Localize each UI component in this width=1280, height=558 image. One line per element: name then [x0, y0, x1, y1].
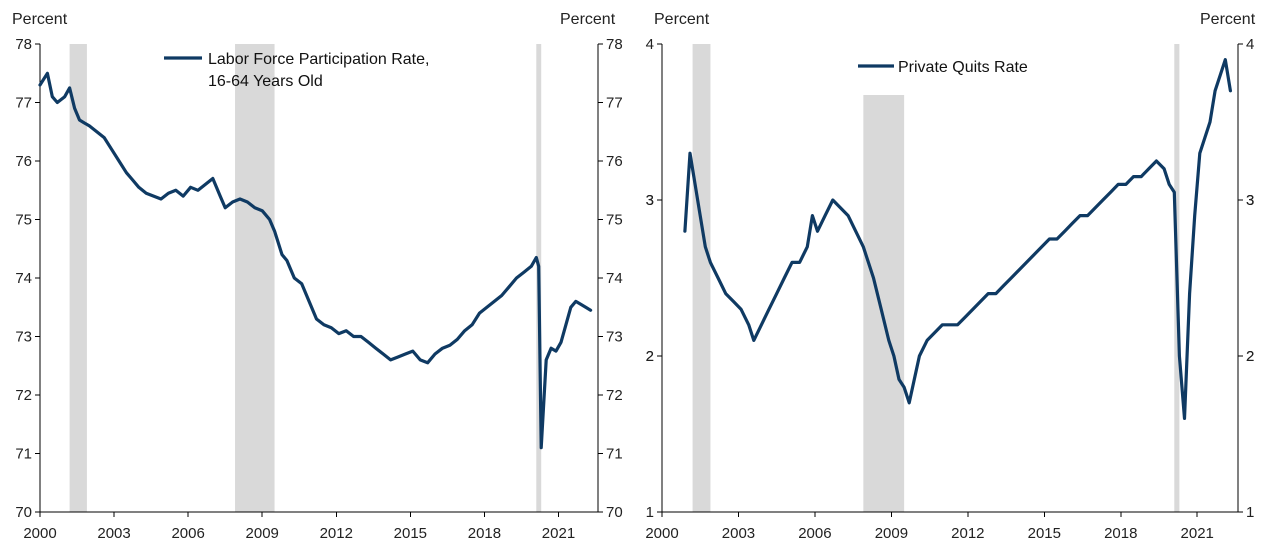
y-tick-label-right: 76 — [606, 153, 623, 170]
y-tick-label-right: 71 — [606, 446, 623, 463]
y-tick-label-left: 4 — [646, 36, 654, 53]
y-tick-label-right: 2 — [1246, 348, 1254, 365]
x-tick-label: 2006 — [798, 525, 831, 542]
recession-band-1 — [69, 44, 87, 512]
y-tick-label-left: 74 — [15, 270, 32, 287]
x-tick-label: 2021 — [1181, 525, 1214, 542]
x-tick-label: 2015 — [394, 525, 427, 542]
x-tick-label: 2012 — [951, 525, 984, 542]
y-tick-label-left: 3 — [646, 192, 654, 209]
recession-band-2 — [235, 44, 275, 512]
recession-band-2 — [863, 95, 905, 512]
y-tick-label-left: 77 — [15, 95, 32, 112]
x-tick-label: 2003 — [722, 525, 755, 542]
right-panel: 2000 2003 2006 2009 2012 2015 2018 202112233412… — [645, 11, 1255, 542]
x-tick-label: 2000 — [23, 525, 56, 542]
x-tick-label: 2009 — [875, 525, 908, 542]
labor-force-participation-line — [38, 71, 593, 450]
x-tick-label: 2018 — [468, 525, 501, 542]
left-panel-left-unit: Percent — [12, 11, 68, 28]
y-tick-label-left: 3 — [646, 192, 654, 209]
y-tick-label-left: 78 — [15, 36, 32, 53]
private-quits-rate-line — [683, 58, 1232, 420]
right-panel-right-unit: Percent — [1200, 11, 1256, 28]
y-tick-label-right: 3 — [1246, 192, 1254, 209]
y-tick-label-right: 2 — [1246, 348, 1254, 365]
legend-label-lfpr-line2: 16-64 Years Old — [208, 73, 323, 90]
y-tick-label-left: 76 — [15, 153, 32, 170]
y-tick-label-right: 77 — [606, 95, 623, 112]
y-tick-label-left: 72 — [15, 387, 32, 404]
y-tick-label-right: 72 — [606, 387, 623, 404]
left-panel: 2000 2003 2006 2009 2012 2015 2018 2021 70 71 72 73… — [12, 11, 623, 542]
y-tick-label-left: 2 — [646, 348, 654, 365]
y-tick-label-right: 3 — [1246, 192, 1254, 209]
x-tick-label: 2006 — [171, 525, 204, 542]
x-tick-label: 2015 — [1028, 525, 1061, 542]
x-tick-label: 2003 — [97, 525, 130, 542]
y-tick-label-left: 71 — [15, 446, 32, 463]
recession-band-1 — [692, 44, 711, 512]
left-panel-right-unit: Percent — [560, 11, 616, 28]
y-tick-label-right: 75 — [606, 212, 623, 229]
y-tick-label-left: 75 — [15, 212, 32, 229]
y-tick-label-right: 73 — [606, 329, 623, 346]
legend-label-lfpr-line1: Labor Force Participation Rate, — [208, 51, 429, 68]
y-tick-label-right: 4 — [1246, 36, 1254, 53]
x-tick-label: 2012 — [320, 525, 353, 542]
y-tick-label-left: 2 — [646, 348, 654, 365]
x-tick-label: 2009 — [246, 525, 279, 542]
x-tick-label: 2021 — [542, 525, 575, 542]
x-tick-label: 2018 — [1104, 525, 1137, 542]
y-tick-label-right: 1 — [1246, 504, 1254, 521]
y-tick-label-right: 74 — [606, 270, 623, 287]
y-tick-label-left: 1 — [646, 504, 654, 521]
y-tick-label-right: 70 — [606, 504, 623, 521]
y-tick-label-left: 73 — [15, 329, 32, 346]
right-panel-left-unit: Percent — [654, 11, 710, 28]
y-tick-label-left: 70 — [15, 504, 32, 521]
x-tick-label: 2000 — [645, 525, 678, 542]
y-tick-label-right: 78 — [606, 36, 623, 53]
legend-label-quits: Private Quits Rate — [898, 59, 1028, 76]
